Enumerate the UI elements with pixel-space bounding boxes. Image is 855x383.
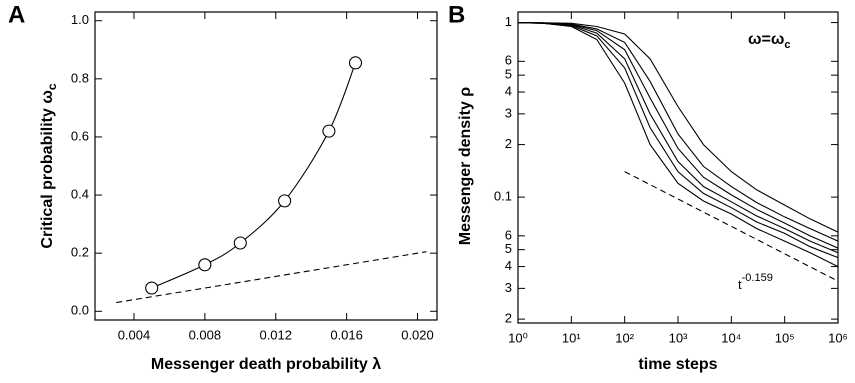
x-tick-label: 10⁵ xyxy=(775,330,795,345)
y-tick-label: 3 xyxy=(505,280,512,295)
y-tick-label: 6 xyxy=(505,227,512,242)
x-axis-label: time steps xyxy=(638,356,717,373)
y-axis-label-sub: c xyxy=(45,83,59,90)
fit-curve xyxy=(151,62,356,289)
y-tick-label: 0.8 xyxy=(71,70,89,85)
y-tick-label: 2 xyxy=(505,311,512,326)
density-curve xyxy=(517,22,839,242)
density-curve xyxy=(517,22,839,254)
y-tick-label: 5 xyxy=(505,241,512,256)
x-tick-label: 0.008 xyxy=(189,327,222,342)
y-tick-label: 3 xyxy=(505,105,512,120)
x-tick-label: 0.004 xyxy=(118,327,151,342)
y-axis-label-main: Critical probability ω xyxy=(39,90,56,248)
y-tick-label: 0.2 xyxy=(71,245,89,260)
y-tick-label: 4 xyxy=(505,258,512,273)
y-tick-label: 0.6 xyxy=(71,128,89,143)
y-tick-label: 5 xyxy=(505,67,512,82)
x-tick-label: 0.012 xyxy=(259,327,292,342)
reference-line xyxy=(116,251,427,304)
x-tick-label: 0.020 xyxy=(401,327,434,342)
y-axis-label: Critical probability ωc xyxy=(39,83,59,248)
density-curve xyxy=(517,22,839,268)
panel-label: B xyxy=(448,1,465,28)
power-law-label: t-0.159 xyxy=(738,272,773,293)
data-point xyxy=(348,56,363,70)
x-tick-label: 10³ xyxy=(669,330,688,345)
power-exponent: -0.159 xyxy=(742,272,773,284)
x-axis-label: Messenger death probability λ xyxy=(151,356,381,373)
data-point xyxy=(278,194,292,208)
x-tick-label: 10² xyxy=(615,330,634,345)
y-tick-label: 2 xyxy=(505,136,512,151)
annotation: ω=ωc xyxy=(748,31,791,51)
x-tick-label: 0.016 xyxy=(330,327,363,342)
y-tick-label: 1 xyxy=(505,14,512,29)
x-tick-label: 10⁴ xyxy=(721,330,741,345)
annotation-sub: c xyxy=(784,39,790,51)
y-tick-label: 0.0 xyxy=(71,303,89,318)
x-tick-label: 10⁶ xyxy=(828,330,848,345)
y-tick-label: 4 xyxy=(505,83,512,98)
panel-label: A xyxy=(8,1,25,28)
plot-frame xyxy=(94,11,438,321)
x-tick-label: 10¹ xyxy=(562,330,581,345)
data-point xyxy=(198,258,212,272)
data-point xyxy=(233,236,247,250)
y-tick-label: 0.1 xyxy=(494,189,512,204)
power-base: t xyxy=(738,277,742,292)
data-point xyxy=(322,124,336,138)
annotation-main: ω=ω xyxy=(748,31,784,48)
x-tick-label: 10⁰ xyxy=(508,330,528,345)
density-curve xyxy=(517,22,839,249)
data-point xyxy=(145,281,159,295)
y-tick-label: 0.4 xyxy=(71,186,89,201)
density-curve xyxy=(517,22,839,233)
plot-frame xyxy=(517,11,839,324)
y-axis-label: Messenger density ρ xyxy=(457,87,474,246)
y-tick-label: 1.0 xyxy=(71,12,89,27)
y-tick-label: 6 xyxy=(505,53,512,68)
density-curve xyxy=(517,22,839,259)
